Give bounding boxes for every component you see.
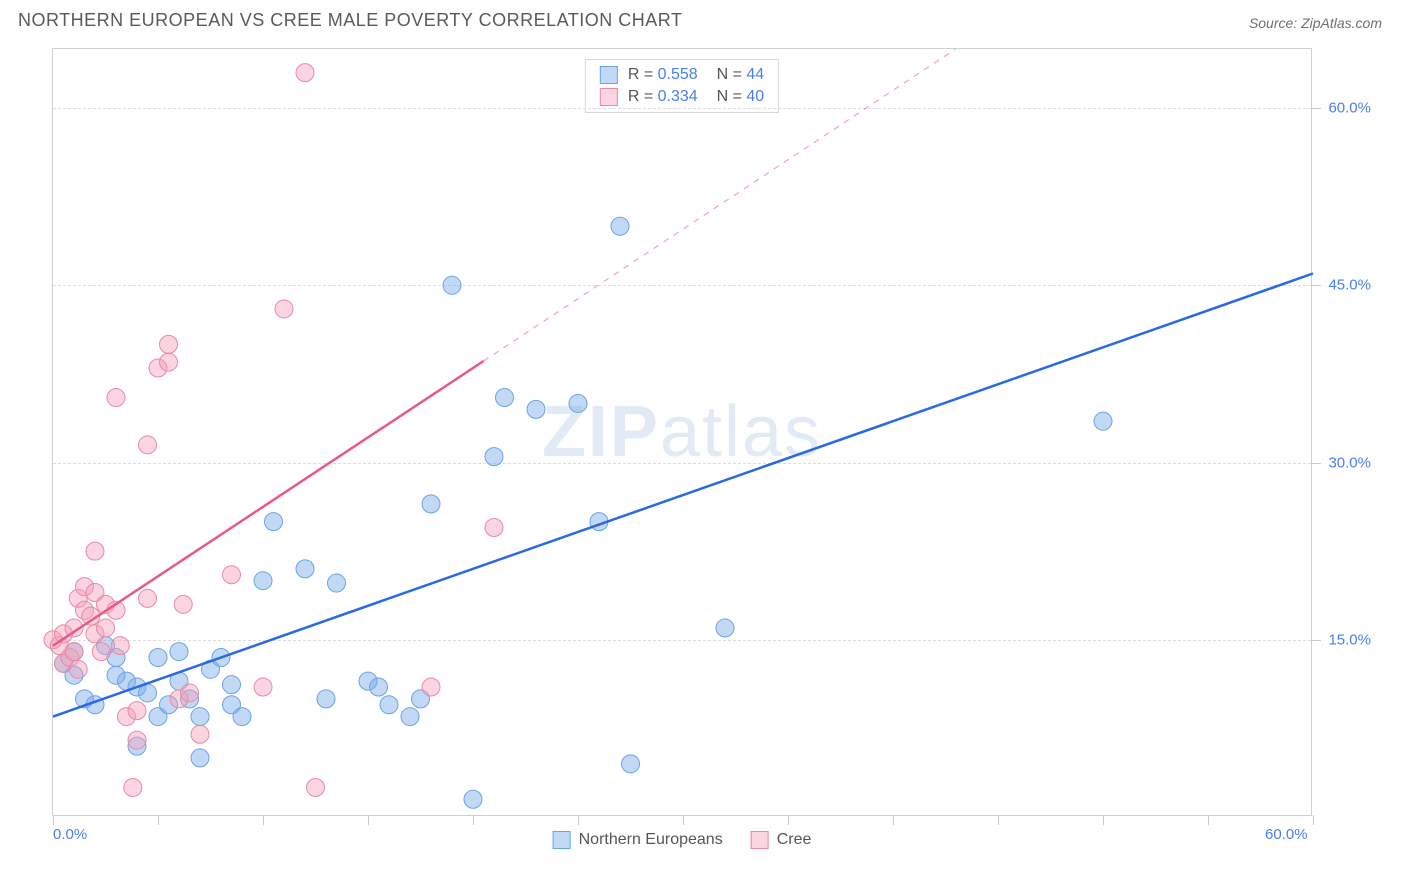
data-point (191, 708, 209, 726)
legend-label: Northern Europeans (579, 831, 723, 849)
data-point (1094, 412, 1112, 430)
data-point (65, 643, 83, 661)
data-point (111, 637, 129, 655)
data-point (380, 696, 398, 714)
data-point (128, 731, 146, 749)
data-point (716, 619, 734, 637)
data-point (485, 519, 503, 537)
y-tick-label: 30.0% (1328, 454, 1371, 471)
data-point (160, 353, 178, 371)
x-tick-label: 60.0% (1265, 826, 1308, 843)
data-point (191, 749, 209, 767)
data-point (223, 676, 241, 694)
data-point (317, 690, 335, 708)
data-point (328, 574, 346, 592)
data-point (223, 566, 241, 584)
data-point (181, 684, 199, 702)
data-point (69, 660, 87, 678)
swatch-icon (553, 831, 571, 849)
data-point (86, 542, 104, 560)
data-point (254, 678, 272, 696)
data-point (233, 708, 251, 726)
data-point (307, 778, 325, 796)
data-point (296, 560, 314, 578)
data-point (160, 335, 178, 353)
data-point (191, 725, 209, 743)
data-point (611, 217, 629, 235)
data-point (443, 276, 461, 294)
chart-source: Source: ZipAtlas.com (1249, 15, 1382, 31)
data-point (265, 513, 283, 531)
data-point (107, 389, 125, 407)
x-tick-label: 0.0% (53, 826, 87, 843)
data-point (139, 436, 157, 454)
data-point (464, 790, 482, 808)
data-point (92, 643, 110, 661)
data-point (370, 678, 388, 696)
series-legend: Northern Europeans Cree (553, 831, 812, 849)
data-point (422, 495, 440, 513)
scatter-chart: ZIPatlas R = 0.558 N = 44 R = 0.334 N = … (52, 48, 1312, 816)
legend-item: Cree (751, 831, 812, 849)
data-point (622, 755, 640, 773)
chart-title: NORTHERN EUROPEAN VS CREE MALE POVERTY C… (18, 10, 682, 31)
swatch-icon (751, 831, 769, 849)
data-point (527, 400, 545, 418)
y-tick-label: 45.0% (1328, 277, 1371, 294)
data-point (139, 589, 157, 607)
data-point (569, 394, 587, 412)
trend-line (53, 273, 1313, 716)
data-point (124, 778, 142, 796)
data-point (275, 300, 293, 318)
legend-item: Northern Europeans (553, 831, 723, 849)
data-point (128, 702, 146, 720)
chart-header: NORTHERN EUROPEAN VS CREE MALE POVERTY C… (0, 0, 1406, 39)
legend-label: Cree (777, 831, 812, 849)
y-tick-label: 60.0% (1328, 100, 1371, 117)
data-point (496, 389, 514, 407)
data-point (174, 595, 192, 613)
data-point (296, 64, 314, 82)
data-point (170, 643, 188, 661)
data-point (401, 708, 419, 726)
data-point (97, 619, 115, 637)
data-point (422, 678, 440, 696)
data-point (149, 648, 167, 666)
data-point (485, 448, 503, 466)
data-point (254, 572, 272, 590)
trend-line-extrapolated (484, 49, 956, 361)
y-tick-label: 15.0% (1328, 631, 1371, 648)
